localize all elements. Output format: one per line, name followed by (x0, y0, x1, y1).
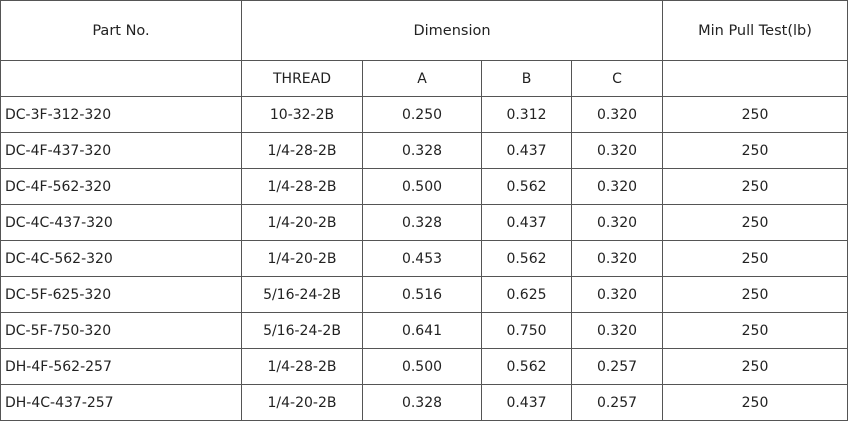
dimension-header: Dimension (240, 0, 664, 61)
thread-cell: 5/16-24-2B (241, 312, 363, 349)
c-cell: 0.320 (570, 132, 664, 169)
min-pull-cell: 250 (662, 348, 848, 385)
table-row: DC-4F-437-320 1/4-28-2B 0.328 0.437 0.32… (0, 132, 848, 169)
part-no-cell: DC-5F-750-320 (0, 312, 242, 349)
table-row: DC-5F-750-320 5/16-24-2B 0.641 0.750 0.3… (0, 312, 848, 349)
part-no-cell: DC-5F-625-320 (0, 276, 242, 313)
a-cell: 0.328 (362, 132, 482, 169)
c-cell: 0.257 (570, 348, 664, 385)
b-cell: 0.312 (481, 96, 572, 133)
subheader-row: THREAD A B C (0, 60, 848, 97)
thread-cell: 1/4-28-2B (241, 168, 363, 205)
thread-cell: 1/4-20-2B (241, 384, 363, 421)
min-pull-cell: 250 (662, 312, 848, 349)
min-pull-subheader (662, 60, 848, 97)
b-cell: 0.562 (481, 168, 572, 205)
min-pull-cell: 250 (662, 204, 848, 241)
table-row: DH-4F-562-257 1/4-28-2B 0.500 0.562 0.25… (0, 348, 848, 385)
min-pull-cell: 250 (662, 168, 848, 205)
part-no-cell: DC-4C-437-320 (0, 204, 242, 241)
c-cell: 0.320 (570, 276, 664, 313)
thread-cell: 1/4-28-2B (241, 132, 363, 169)
thread-cell: 10-32-2B (241, 96, 363, 133)
min-pull-header: Min Pull Test(lb) (662, 0, 848, 61)
b-cell: 0.437 (481, 204, 572, 241)
a-cell: 0.516 (362, 276, 482, 313)
b-cell: 0.437 (481, 132, 572, 169)
table-row: DC-4C-562-320 1/4-20-2B 0.453 0.562 0.32… (0, 240, 848, 277)
part-no-cell: DC-4F-437-320 (0, 132, 242, 169)
part-no-cell: DH-4C-437-257 (0, 384, 242, 421)
c-cell: 0.320 (570, 96, 664, 133)
c-cell: 0.320 (570, 204, 664, 241)
header-row: Part No. Dimension Min Pull Test(lb) (0, 0, 848, 61)
table-row: DC-3F-312-320 10-32-2B 0.250 0.312 0.320… (0, 96, 848, 133)
part-no-cell: DC-3F-312-320 (0, 96, 242, 133)
a-cell: 0.328 (362, 384, 482, 421)
part-no-subheader (0, 60, 242, 97)
part-no-cell: DC-4F-562-320 (0, 168, 242, 205)
b-cell: 0.750 (481, 312, 572, 349)
part-no-cell: DC-4C-562-320 (0, 240, 242, 277)
b-cell: 0.625 (481, 276, 572, 313)
a-cell: 0.453 (362, 240, 482, 277)
table-row: DH-4C-437-257 1/4-20-2B 0.328 0.437 0.25… (0, 384, 848, 421)
c-subheader: C (570, 60, 664, 97)
c-cell: 0.257 (570, 384, 664, 421)
spec-table: Part No. Dimension Min Pull Test(lb) THR… (0, 0, 848, 421)
table-row: DC-4C-437-320 1/4-20-2B 0.328 0.437 0.32… (0, 204, 848, 241)
b-cell: 0.437 (481, 384, 572, 421)
thread-subheader: THREAD (241, 60, 363, 97)
part-no-cell: DH-4F-562-257 (0, 348, 242, 385)
b-cell: 0.562 (481, 348, 572, 385)
a-cell: 0.250 (362, 96, 482, 133)
table-row: DC-5F-625-320 5/16-24-2B 0.516 0.625 0.3… (0, 276, 848, 313)
b-subheader: B (481, 60, 572, 97)
thread-cell: 1/4-28-2B (241, 348, 363, 385)
c-cell: 0.320 (570, 312, 664, 349)
min-pull-cell: 250 (662, 276, 848, 313)
min-pull-cell: 250 (662, 96, 848, 133)
b-cell: 0.562 (481, 240, 572, 277)
thread-cell: 1/4-20-2B (241, 240, 363, 277)
c-cell: 0.320 (570, 168, 664, 205)
a-cell: 0.328 (362, 204, 482, 241)
thread-cell: 5/16-24-2B (241, 276, 363, 313)
a-cell: 0.641 (362, 312, 482, 349)
min-pull-cell: 250 (662, 384, 848, 421)
table-row: DC-4F-562-320 1/4-28-2B 0.500 0.562 0.32… (0, 168, 848, 205)
min-pull-cell: 250 (662, 240, 848, 277)
thread-cell: 1/4-20-2B (241, 204, 363, 241)
c-cell: 0.320 (570, 240, 664, 277)
a-subheader: A (362, 60, 482, 97)
min-pull-cell: 250 (662, 132, 848, 169)
a-cell: 0.500 (362, 168, 482, 205)
part-no-header: Part No. (0, 0, 242, 61)
a-cell: 0.500 (362, 348, 482, 385)
